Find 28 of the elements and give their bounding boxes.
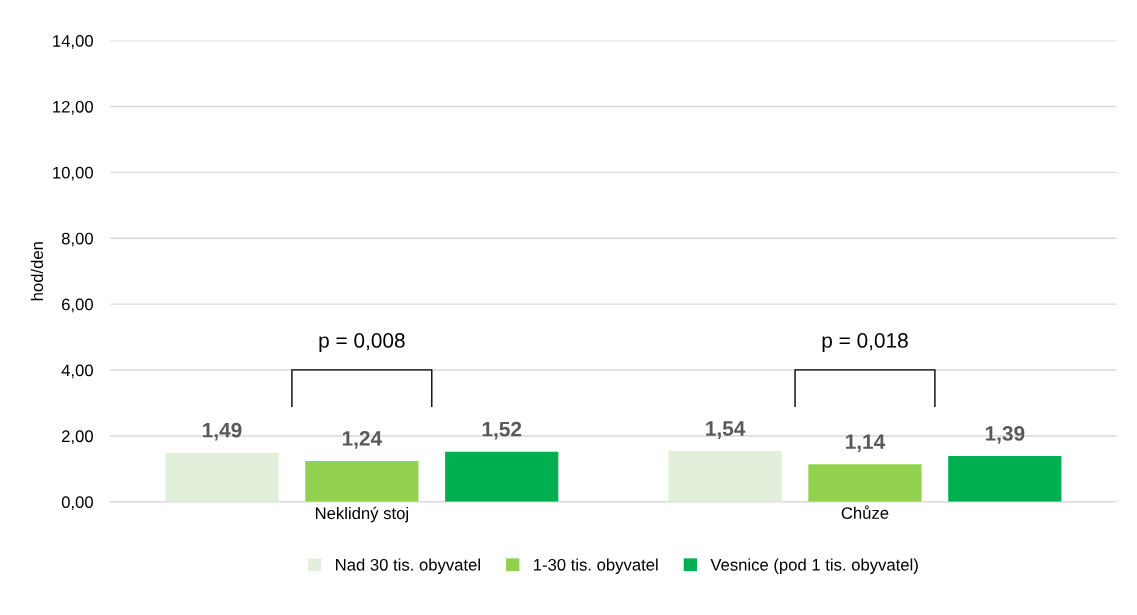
bar	[165, 452, 279, 502]
data-label: 1,49	[203, 422, 242, 441]
data-label: 1,52	[482, 421, 522, 440]
bar	[948, 456, 1062, 502]
bar	[668, 451, 782, 502]
x-tick-label: Neklidný stoj	[315, 506, 408, 523]
data-label: 1,54	[706, 421, 746, 439]
y-tick-label: 4,00	[61, 364, 93, 379]
data-label: 1,24	[342, 431, 383, 449]
legend-label: Vesnice (pod 1 tis. obyvatel)	[710, 558, 918, 574]
y-axis-title: hod/den	[30, 242, 44, 301]
bar	[445, 451, 559, 502]
annotation: p = 0,018	[822, 333, 908, 352]
y-tick-label: 0,00	[61, 496, 93, 511]
bar	[808, 464, 922, 502]
legend-label: Nad 30 tis. obyvatel	[336, 558, 480, 574]
y-tick-label: 12,00	[53, 100, 93, 115]
data-label: 1,39	[985, 426, 1025, 444]
y-tick-label: 14,00	[53, 34, 93, 49]
data-label: 1,14	[846, 434, 886, 453]
y-tick-label: 10,00	[53, 166, 93, 181]
annotation: p = 0,008	[319, 333, 405, 352]
bar	[305, 460, 419, 502]
y-tick-label: 6,00	[62, 298, 93, 313]
x-tick-label: Chůze	[841, 505, 889, 519]
y-tick-label: 2,00	[62, 430, 93, 445]
y-tick-label: 8,00	[61, 232, 93, 247]
legend-label: 1-30 tis. obyvatel	[533, 558, 658, 574]
